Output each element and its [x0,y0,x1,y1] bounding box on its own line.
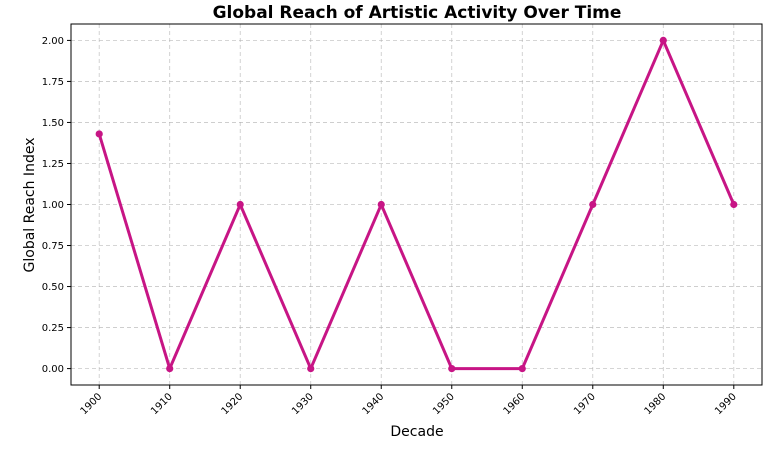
plot-frame [70,23,763,386]
x-tick-label: 1900 [79,391,105,417]
x-tick-label: 1960 [502,391,528,417]
x-tick-label: 1990 [713,391,739,417]
x-axis-label: Decade [390,424,443,440]
x-tick-label: 1950 [431,391,457,417]
x-tick-label: 1920 [220,391,246,417]
y-tick-label: 1.00 [42,200,64,211]
data-point [448,364,456,373]
y-tick-label: 0.00 [42,364,64,375]
data-point [236,200,244,209]
grid-layer [71,24,762,385]
data-point [166,364,174,373]
y-tick-label: 0.75 [42,241,64,252]
x-tick-label: 1910 [149,391,175,417]
x-axis: 1900 1910 1920 1930 1940 1950 1960 1970 1980 1990 [79,385,739,417]
data-point [659,36,667,45]
y-tick-label: 2.00 [42,36,64,47]
y-tick-label: 0.50 [42,282,64,293]
chart-title: Global Reach of Artistic Activity Over T… [213,3,622,23]
x-tick-label: 1970 [572,391,598,417]
data-point [518,364,526,373]
y-tick-label: 1.75 [42,77,64,88]
data-point [95,130,103,138]
y-tick-label: 1.50 [42,118,64,129]
y-tick-label: 0.25 [42,323,64,334]
data-point [307,364,315,373]
data-point [730,200,738,209]
series-layer [95,36,738,373]
y-axis: 0.00 0.25 0.50 0.75 1.00 1.25 1.50 1.75 2.00 [42,36,71,375]
x-tick-label: 1930 [290,391,316,417]
data-point [377,200,385,209]
y-axis-label: Global Reach Index [22,138,38,273]
data-point [589,200,597,209]
y-tick-label: 1.25 [42,159,64,170]
series-line [97,36,736,373]
x-tick-label: 1980 [643,391,669,417]
x-tick-label: 1940 [361,391,387,417]
